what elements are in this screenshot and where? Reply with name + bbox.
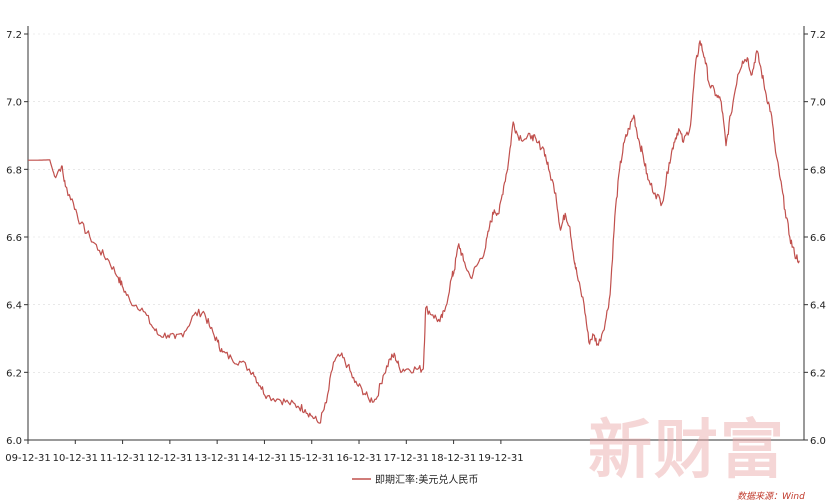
axes: [27, 26, 805, 441]
y-tick-label-left: 6.2: [6, 368, 22, 379]
y-tick-label-left: 6.4: [6, 301, 22, 312]
y-tick-label-right: 6.2: [810, 368, 826, 379]
x-tick-label: 17-12-31: [384, 453, 429, 464]
gridlines: [28, 33, 804, 373]
y-tick-label-right: 7.2: [810, 30, 826, 41]
y-tick-label-right: 7.0: [810, 98, 826, 109]
y-tick-label-right: 6.4: [810, 301, 826, 312]
y-tick-label-right: 6.6: [810, 233, 826, 244]
x-tick-label: 11-12-31: [100, 453, 145, 464]
y-tick-label-left: 6.6: [6, 233, 22, 244]
y-axis-left-ticks: 6.0 6.2 6.4 6.6 6.8 7.0 7.2: [6, 30, 28, 447]
y-tick-label-left: 6.8: [6, 165, 22, 176]
series-layer: [28, 40, 800, 424]
y-tick-label-left: 7.2: [6, 30, 22, 41]
series-line: [28, 40, 800, 424]
y-tick-label-right: 6.8: [810, 165, 826, 176]
x-tick-label: 14-12-31: [242, 453, 287, 464]
x-tick-label: 15-12-31: [289, 453, 334, 464]
y-tick-label-left: 6.0: [6, 436, 22, 447]
x-tick-label: 19-12-31: [478, 453, 523, 464]
x-tick-label: 12-12-31: [147, 453, 192, 464]
source-note: 数据来源：Wind: [737, 491, 805, 502]
x-tick-label: 16-12-31: [336, 453, 381, 464]
watermark-text: 新财富: [588, 413, 786, 488]
x-tick-label: 18-12-31: [431, 453, 476, 464]
legend: 即期汇率:美元兑人民币: [352, 473, 478, 486]
y-axis-right-ticks: 6.0 6.2 6.4 6.6 6.8 7.0 7.2: [804, 30, 826, 447]
x-tick-label: 10-12-31: [53, 453, 98, 464]
x-tick-label: 13-12-31: [194, 453, 239, 464]
x-axis-ticks: 09-12-31 10-12-31 11-12-31 12-12-31 13-12-31…: [5, 440, 524, 464]
y-tick-label-right: 6.0: [810, 436, 826, 447]
legend-label: 即期汇率:美元兑人民币: [375, 473, 478, 486]
x-tick-label: 09-12-31: [5, 453, 50, 464]
y-tick-label-left: 7.0: [6, 98, 22, 109]
